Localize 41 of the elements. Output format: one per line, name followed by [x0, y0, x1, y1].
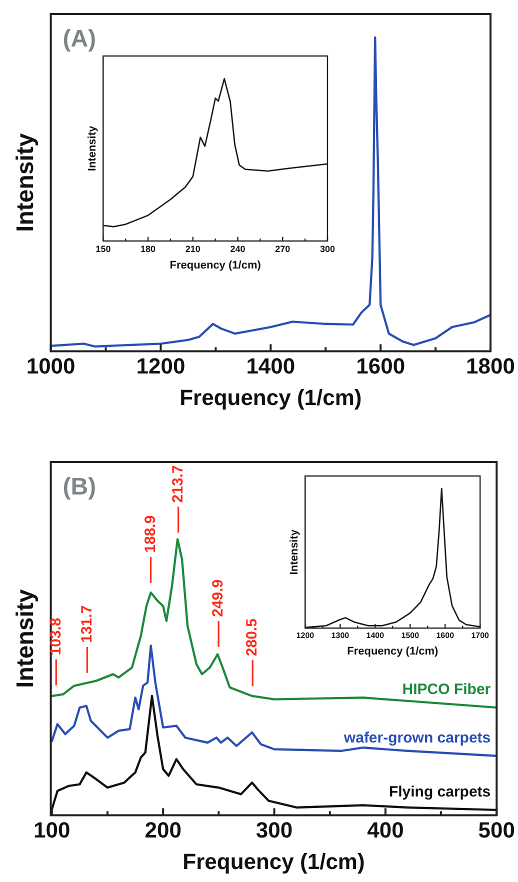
- x-tick-label: 300: [320, 244, 336, 254]
- ref-line-label: 103.8: [47, 618, 64, 656]
- series-label: wafer-grown carpets: [342, 730, 491, 747]
- x-tick-label: 1500: [401, 631, 420, 640]
- ref-line-label: 280.5: [244, 618, 261, 656]
- x-tick-label: 1700: [471, 631, 490, 640]
- x-tick-label: 180: [140, 244, 156, 254]
- y-axis-title: Intensity: [12, 588, 40, 688]
- x-tick-label: 150: [96, 244, 111, 254]
- ref-line-label: 188.9: [142, 515, 159, 553]
- x-tick-label: 1600: [436, 631, 455, 640]
- x-tick-label: 1000: [26, 353, 76, 378]
- annotation: (A): [62, 26, 96, 53]
- x-tick-label: 1600: [356, 353, 406, 378]
- x-tick-label: 270: [275, 244, 290, 254]
- y-axis-title: Intensity: [86, 125, 99, 172]
- ref-line-label: 249.9: [210, 579, 227, 617]
- x-tick-label: 300: [256, 817, 293, 842]
- x-tick-label: 200: [144, 817, 182, 842]
- x-tick-label: 400: [367, 817, 404, 842]
- text: (B): [62, 474, 96, 501]
- x-tick-label: 1300: [331, 631, 350, 640]
- ref-line-label: 131.7: [78, 605, 96, 643]
- x-tick-label: 1200: [296, 631, 315, 640]
- ref-line-label: 213.7: [169, 465, 186, 503]
- x-axis-title: Frequency (1/cm): [347, 645, 439, 658]
- x-tick-label: 1800: [466, 353, 516, 378]
- x-tick-label: 1200: [136, 353, 186, 378]
- x-tick-label: 240: [230, 244, 246, 254]
- y-axis-title: Intensity: [12, 132, 40, 232]
- x-tick-label: 210: [185, 244, 200, 254]
- x-axis-title: Frequency (1/cm): [180, 384, 362, 410]
- x-axis-title: Frequency (1/cm): [182, 848, 365, 874]
- x-tick-label: 100: [34, 817, 70, 842]
- x-tick-label: 1400: [366, 631, 385, 640]
- series-label: HIPCO Fiber: [402, 681, 491, 698]
- series-label: Flying carpets: [388, 784, 491, 801]
- x-tick-label: 500: [478, 817, 516, 842]
- x-tick-label: 1400: [246, 353, 296, 378]
- x-axis-title: Frequency (1/cm): [170, 259, 262, 272]
- y-axis-title: Intensity: [288, 528, 301, 575]
